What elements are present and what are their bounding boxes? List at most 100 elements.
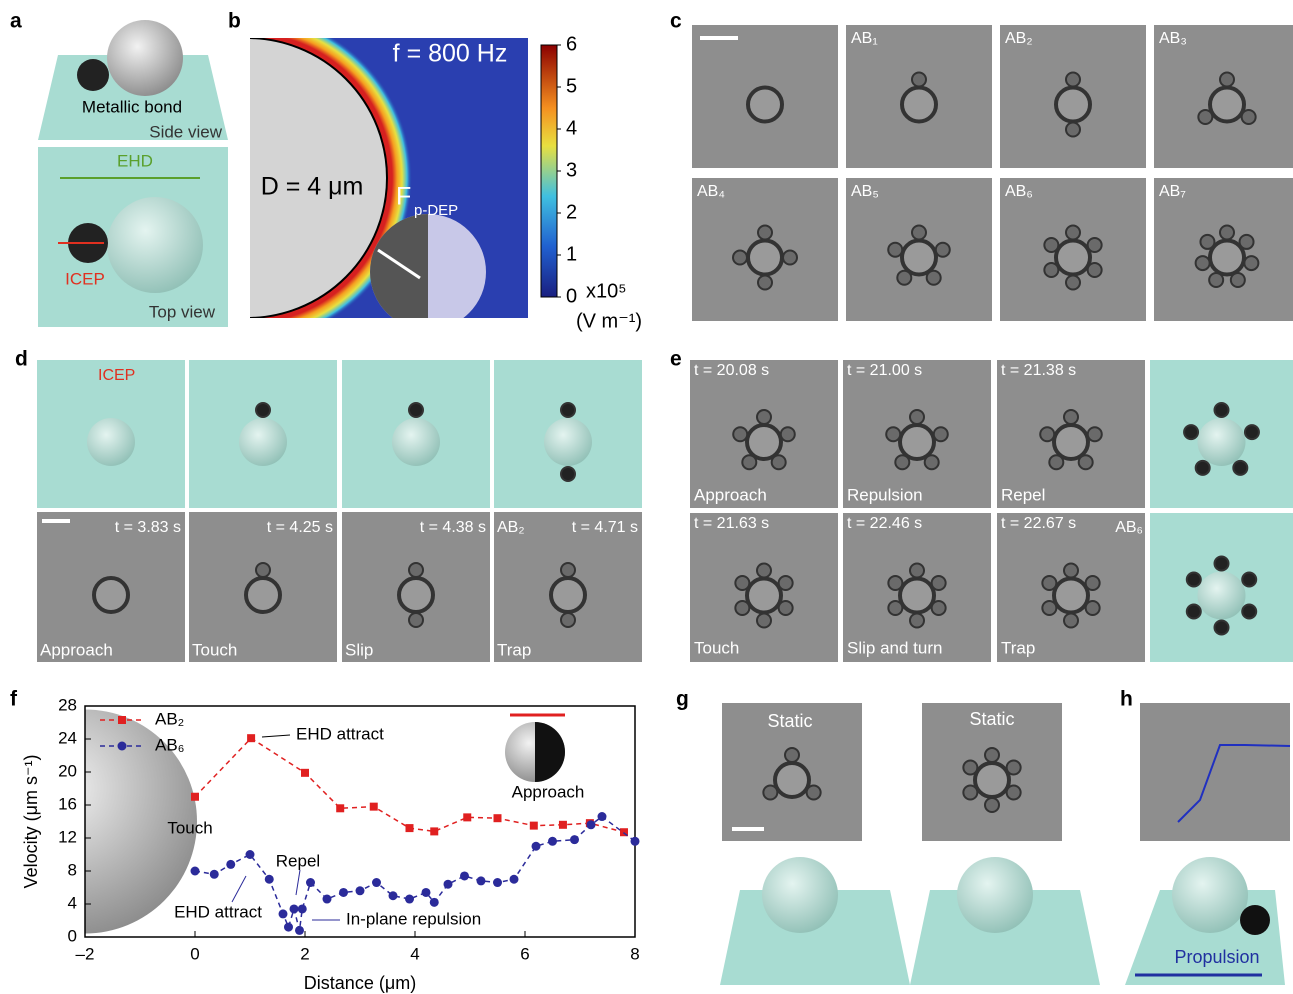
label: t = 21.63 s: [694, 515, 769, 532]
janus-particle: [757, 614, 771, 628]
label: Approach: [40, 640, 113, 659]
y-tick-label: 20: [58, 761, 77, 780]
colorbar-tick-label: 5: [566, 75, 577, 97]
panel-label: e: [670, 348, 682, 371]
janus-particle: [1042, 576, 1056, 590]
marker: [279, 909, 288, 918]
marker: [370, 803, 378, 811]
janus-particle: [758, 226, 772, 240]
janus-particle: [1242, 605, 1256, 619]
janus-particle: [1220, 226, 1234, 240]
annotation-arrow: [296, 870, 300, 895]
marker: [430, 898, 439, 907]
annotation-arrow: [232, 876, 246, 902]
janus-particle: [1245, 425, 1259, 439]
janus-particle: [1209, 273, 1223, 287]
janus-particle: [1200, 235, 1214, 249]
marker: [463, 813, 471, 821]
large-particle: [107, 20, 183, 96]
janus-particle: [561, 563, 575, 577]
label: Propulsion: [1174, 947, 1259, 967]
marker: [430, 827, 438, 835]
marker: [306, 878, 315, 887]
janus-particle: [912, 226, 926, 240]
janus-particle: [735, 576, 749, 590]
marker: [290, 904, 299, 913]
colorbar: [541, 45, 557, 297]
label: ICEP: [65, 269, 105, 288]
colorbar-tick-label: 6: [566, 33, 577, 55]
figure: abcdefghMetallic bondSide viewEHDICEPTop…: [0, 0, 1293, 994]
marker: [548, 837, 557, 846]
host-particle: [975, 763, 1009, 797]
janus-particle: [1066, 73, 1080, 87]
host-particle: [239, 418, 287, 466]
host-particle: [94, 578, 128, 612]
label: AB₁: [851, 30, 878, 47]
label: AB₄: [697, 183, 725, 200]
janus-particle: [758, 276, 772, 290]
janus-particle: [925, 455, 939, 469]
janus-particle: [561, 467, 575, 481]
label: Side view: [149, 122, 222, 141]
host-particle: [1210, 88, 1244, 122]
host-particle: [902, 88, 936, 122]
janus-particle: [1086, 601, 1100, 615]
label: Trap: [497, 640, 531, 659]
marker: [339, 888, 348, 897]
janus-particle: [910, 410, 924, 424]
colorbar-tick-label: 3: [566, 159, 577, 181]
label: x10⁵: [586, 280, 627, 302]
janus-particle: [1233, 461, 1247, 475]
marker: [191, 867, 200, 876]
marker: [570, 835, 579, 844]
janus-particle: [1066, 276, 1080, 290]
annotation-arrow: [262, 735, 290, 737]
janus-particle: [1242, 573, 1256, 587]
janus-particle: [934, 427, 948, 441]
janus-particle: [256, 403, 270, 417]
marker: [559, 821, 567, 829]
janus-particle: [785, 748, 799, 762]
janus-particle: [1240, 235, 1254, 249]
label: AB₅: [851, 183, 879, 200]
marker: [298, 904, 307, 913]
panel-label: c: [670, 10, 682, 33]
y-tick-label: 24: [58, 728, 77, 747]
marker: [389, 891, 398, 900]
y-tick-label: 16: [58, 794, 77, 813]
janus-particle: [1040, 427, 1054, 441]
marker: [301, 769, 309, 777]
marker: [226, 860, 235, 869]
label: Slip and turn: [847, 638, 942, 657]
janus-particle: [1242, 110, 1256, 124]
y-tick-label: 12: [58, 827, 77, 846]
janus-particle: [985, 798, 999, 812]
janus-particle: [779, 576, 793, 590]
marker: [336, 804, 344, 812]
panel-label: f: [10, 688, 18, 711]
host-particle: [1054, 579, 1088, 613]
janus-particle: [1231, 273, 1245, 287]
janus-particle: [1044, 263, 1058, 277]
janus-particle: [1184, 425, 1198, 439]
annotation: Approach: [512, 782, 585, 801]
host-particle: [399, 578, 433, 612]
host-particle: [748, 88, 782, 122]
panel-label: a: [10, 10, 22, 33]
x-tick-label: –2: [76, 944, 95, 963]
janus-particle: [561, 613, 575, 627]
janus-particle: [409, 613, 423, 627]
marker: [510, 875, 519, 884]
marker: [530, 822, 538, 830]
janus-particle: [781, 427, 795, 441]
annotation: In-plane repulsion: [346, 909, 481, 928]
x-tick-label: 6: [520, 944, 529, 963]
janus-particle: [888, 576, 902, 590]
label: AB₂: [497, 519, 525, 536]
host-particle: [1198, 418, 1246, 466]
janus-particle: [1066, 226, 1080, 240]
janus-particle: [733, 251, 747, 265]
janus-particle: [1196, 256, 1210, 270]
label: Metallic bond: [82, 97, 182, 116]
